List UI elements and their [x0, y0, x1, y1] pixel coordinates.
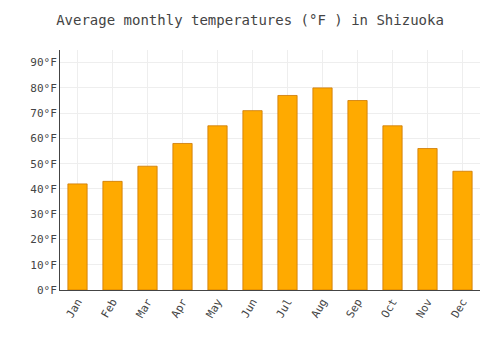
svg-text:Mar: Mar: [134, 296, 155, 320]
svg-text:Average monthly temperatures (: Average monthly temperatures (°F ) in Sh…: [56, 12, 444, 28]
svg-text:70°F: 70°F: [30, 107, 57, 120]
svg-text:Dec: Dec: [449, 296, 470, 320]
svg-text:0°F: 0°F: [37, 284, 57, 297]
svg-text:Feb: Feb: [99, 296, 120, 320]
svg-text:Oct: Oct: [379, 296, 400, 320]
svg-text:90°F: 90°F: [30, 56, 57, 69]
svg-text:Apr: Apr: [169, 296, 190, 320]
svg-text:Jun: Jun: [239, 296, 260, 320]
svg-text:May: May: [204, 296, 225, 320]
svg-text:Aug: Aug: [309, 296, 330, 320]
svg-text:Jul: Jul: [274, 296, 295, 320]
svg-text:10°F: 10°F: [30, 259, 57, 272]
svg-text:40°F: 40°F: [30, 183, 57, 196]
svg-text:Nov: Nov: [414, 296, 435, 320]
svg-text:20°F: 20°F: [30, 233, 57, 246]
svg-text:Jan: Jan: [64, 296, 85, 320]
svg-text:Sep: Sep: [344, 296, 365, 320]
svg-text:30°F: 30°F: [30, 208, 57, 221]
svg-text:80°F: 80°F: [30, 82, 57, 95]
svg-text:60°F: 60°F: [30, 132, 57, 145]
svg-text:50°F: 50°F: [30, 158, 57, 171]
